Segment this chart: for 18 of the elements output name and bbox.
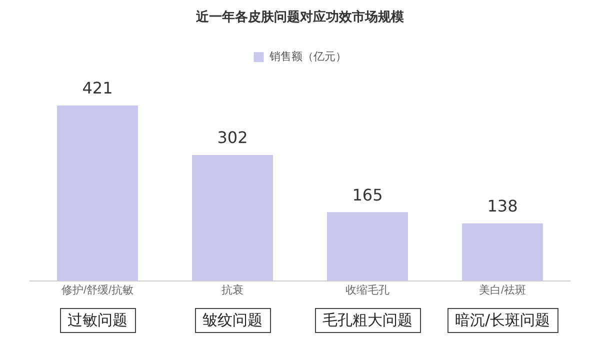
- x-tick-label: 收缩毛孔: [346, 283, 390, 296]
- data-label: 421: [82, 78, 113, 98]
- legend-label: 销售额（亿元）: [268, 50, 346, 64]
- x-tick-label: 抗衰: [222, 283, 244, 296]
- text: 毛孔粗大问题: [314, 308, 420, 333]
- bar: [462, 223, 543, 281]
- data-label: 302: [217, 128, 248, 148]
- bar: [57, 105, 138, 281]
- text: 皱纹问题: [194, 308, 270, 333]
- text: 暗沉/长斑问题: [446, 308, 558, 333]
- x-tick-label: 美白/祛斑: [478, 283, 526, 296]
- text: 过敏问题: [60, 308, 136, 333]
- chart-title: 近一年各皮肤问题对应功效市场规模: [195, 9, 404, 26]
- bar: [192, 155, 273, 281]
- data-label: 138: [487, 196, 518, 216]
- bar: [327, 212, 408, 281]
- data-label: 165: [352, 185, 383, 204]
- x-tick-label: 修护/舒缓/抗敏: [61, 283, 134, 296]
